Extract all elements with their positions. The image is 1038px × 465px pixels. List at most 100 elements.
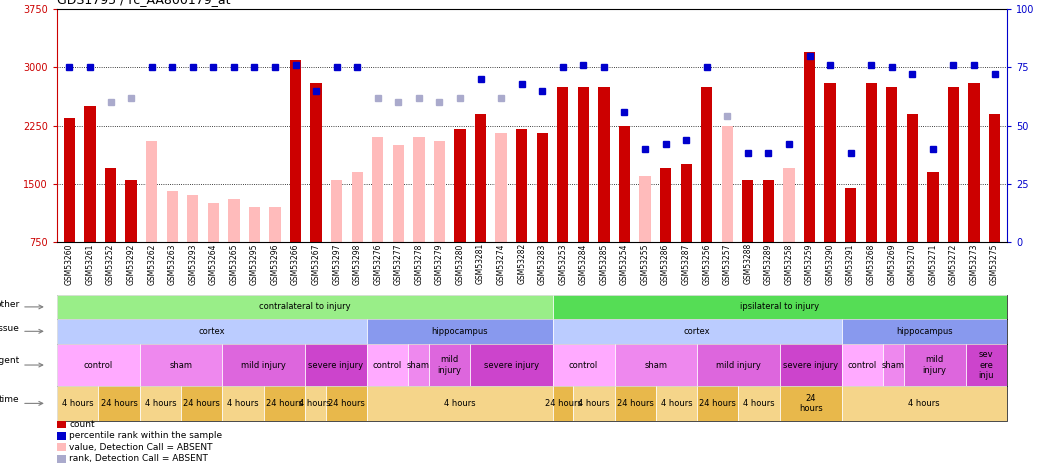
Bar	[105, 168, 116, 242]
Bar	[222, 344, 305, 386]
Bar	[140, 344, 222, 386]
Bar	[845, 187, 856, 242]
Bar	[681, 164, 691, 242]
Text: time: time	[0, 395, 20, 404]
Bar	[181, 386, 222, 421]
Text: 4 hours: 4 hours	[661, 399, 692, 408]
Bar	[698, 386, 738, 421]
Bar	[475, 114, 486, 242]
Bar	[552, 295, 1007, 319]
Text: 24 hours: 24 hours	[617, 399, 654, 408]
Bar	[305, 386, 326, 421]
Bar	[208, 203, 219, 242]
Bar	[495, 133, 507, 242]
Text: value, Detection Call = ABSENT: value, Detection Call = ABSENT	[70, 443, 213, 452]
Text: rank, Detection Call = ABSENT: rank, Detection Call = ABSENT	[70, 454, 209, 463]
Bar	[906, 114, 918, 242]
Bar	[222, 386, 264, 421]
Text: contralateral to injury: contralateral to injury	[260, 302, 351, 312]
Bar	[57, 344, 140, 386]
Bar	[326, 386, 366, 421]
Bar	[866, 83, 877, 242]
Bar	[557, 87, 569, 242]
Bar	[187, 195, 198, 242]
Text: sev
ere
inju: sev ere inju	[979, 350, 994, 380]
Text: other: other	[0, 299, 20, 309]
Bar	[614, 344, 698, 386]
Bar	[249, 207, 261, 242]
Text: GDS1795 / rc_AA800179_at: GDS1795 / rc_AA800179_at	[57, 0, 230, 6]
Text: 24
hours: 24 hours	[799, 394, 822, 413]
Text: 24 hours: 24 hours	[700, 399, 736, 408]
Bar	[84, 106, 95, 242]
Bar	[619, 126, 630, 242]
Bar	[228, 199, 240, 242]
Text: mild injury: mild injury	[716, 360, 761, 370]
Bar	[57, 420, 65, 428]
Bar	[598, 87, 609, 242]
Bar	[698, 344, 780, 386]
Bar	[146, 141, 158, 242]
Bar	[516, 129, 527, 242]
Bar	[721, 126, 733, 242]
Text: sham: sham	[169, 360, 192, 370]
Text: 24 hours: 24 hours	[183, 399, 220, 408]
Bar	[63, 118, 75, 242]
Text: mild
injury: mild injury	[437, 355, 461, 375]
Text: 4 hours: 4 hours	[144, 399, 176, 408]
Bar	[366, 319, 552, 344]
Bar	[373, 137, 383, 242]
Bar	[904, 344, 965, 386]
Bar	[305, 344, 366, 386]
Bar	[842, 344, 883, 386]
Text: cortex: cortex	[684, 327, 710, 336]
Text: 4 hours: 4 hours	[62, 399, 93, 408]
Bar	[883, 344, 904, 386]
Text: control: control	[569, 360, 598, 370]
Text: agent: agent	[0, 356, 20, 365]
Bar	[57, 386, 99, 421]
Bar	[780, 386, 842, 421]
Text: 4 hours: 4 hours	[743, 399, 775, 408]
Bar	[552, 344, 614, 386]
Text: mild injury: mild injury	[241, 360, 286, 370]
Bar	[140, 386, 181, 421]
Text: 4 hours: 4 hours	[444, 399, 475, 408]
Text: control: control	[84, 360, 113, 370]
Bar	[413, 137, 425, 242]
Bar	[366, 386, 552, 421]
Bar	[57, 455, 65, 463]
Text: count: count	[70, 420, 95, 429]
Text: control: control	[848, 360, 877, 370]
Bar	[660, 168, 672, 242]
Text: 4 hours: 4 hours	[578, 399, 609, 408]
Text: 4 hours: 4 hours	[299, 399, 331, 408]
Bar	[639, 176, 651, 242]
Bar	[57, 432, 65, 440]
Bar	[842, 386, 1007, 421]
Bar	[742, 180, 754, 242]
Bar	[948, 87, 959, 242]
Bar	[989, 114, 1001, 242]
Text: ipsilateral to injury: ipsilateral to injury	[740, 302, 819, 312]
Bar	[331, 180, 343, 242]
Bar	[573, 386, 614, 421]
Bar	[552, 386, 573, 421]
Bar	[537, 133, 548, 242]
Text: 24 hours: 24 hours	[101, 399, 137, 408]
Bar	[429, 344, 470, 386]
Bar	[408, 344, 429, 386]
Bar	[310, 83, 322, 242]
Bar	[824, 83, 836, 242]
Text: 24 hours: 24 hours	[328, 399, 364, 408]
Bar	[392, 145, 404, 242]
Bar	[968, 83, 980, 242]
Bar	[965, 344, 1007, 386]
Bar	[738, 386, 780, 421]
Bar	[701, 87, 712, 242]
Text: sham: sham	[407, 360, 430, 370]
Bar	[366, 344, 408, 386]
Text: severe injury: severe injury	[783, 360, 839, 370]
Bar	[470, 344, 552, 386]
Text: hippocampus: hippocampus	[896, 327, 953, 336]
